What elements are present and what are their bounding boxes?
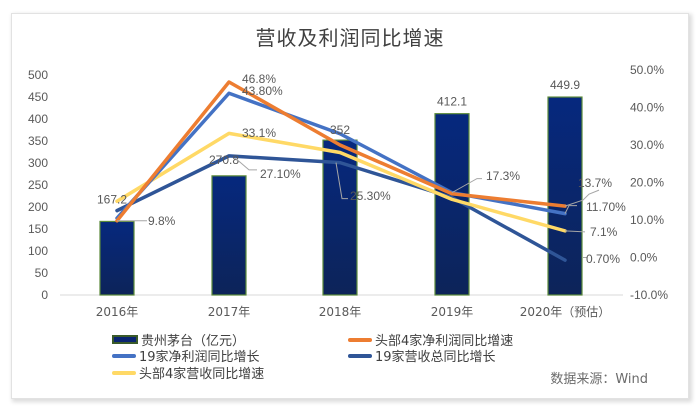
left-axis-tick: 500 [28,68,48,82]
data-source: 数据来源：Wind [550,372,648,387]
x-axis-tick: 2019年 [431,305,474,319]
series-data-label: 33.1% [242,126,276,140]
left-axis-tick: 50 [35,266,49,280]
left-axis-tick: 450 [28,90,48,104]
series-data-label: 25.30% [350,189,391,203]
legend-item-top4-revenue: 头部4家营收同比增速 [112,363,264,382]
legend-swatch-bar [112,335,138,344]
right-axis-tick: 40.0% [630,101,664,115]
legend-label: 19家净利润同比增长 [139,350,260,365]
legend-label: 19家营收总同比增长 [375,350,496,365]
left-axis-tick: 150 [28,222,48,236]
right-axis-tick: 50.0% [630,63,664,77]
bar [211,175,247,296]
series-data-label: 13.7% [578,176,612,190]
series-data-label: 0.70% [586,252,620,266]
leader-line [451,178,482,194]
legend-swatch-line [112,353,136,358]
legend-item-19-revenue: 19家营收总同比增长 [348,346,496,365]
x-axis-tick: 2017年 [208,305,251,319]
bar-data-label: 412.1 [437,95,467,109]
bar-data-label: 352 [330,123,350,137]
series-data-label: 9.8% [148,214,176,228]
legend-item-top4-profit: 头部4家净利润同比增速 [348,330,513,349]
x-axis-tick: 2020年（预估） [520,305,611,319]
series-line [115,131,567,233]
leader-line [564,230,586,233]
legend-swatch-line [112,370,136,375]
right-axis-tick: 10.0% [630,213,664,227]
left-axis-tick: 250 [28,178,48,192]
legend-item-19-profit: 19家净利润同比增长 [112,346,260,365]
right-axis-tick: -10.0% [630,288,668,302]
series-data-label: 11.70% [586,200,626,214]
bar [99,220,135,296]
leader-line [564,205,577,214]
legend-swatch-line [348,337,372,342]
series-data-label: 27.10% [260,167,301,181]
legend-label: 贵州茅台（亿元） [141,334,246,349]
legend-label: 头部4家营收同比增速 [139,367,265,382]
series-data-label: 7.1% [590,225,618,239]
leader-line [564,189,600,207]
left-axis-tick: 200 [28,200,48,214]
bar-data-label: 449.9 [550,78,580,92]
series-data-label: 17.3% [486,169,520,183]
series-data-label: 43.80% [242,84,283,98]
legend-swatch-line [348,353,372,358]
left-axis-tick: 0 [41,288,48,302]
bar [547,96,583,296]
right-axis-tick: 0.0% [630,251,658,265]
chart-title: 营收及利润同比增速 [255,26,445,50]
series-line [115,154,567,262]
series-data-label: 46.8% [242,72,276,86]
x-axis-tick: 2018年 [319,305,362,319]
right-axis-tick: 30.0% [630,138,664,152]
right-axis-tick: 20.0% [630,176,664,190]
left-axis-tick: 350 [28,134,48,148]
legend-label: 头部4家净利润同比增速 [375,334,514,349]
left-axis-tick: 300 [28,156,48,170]
x-axis-tick: 2016年 [96,305,139,319]
legend-item-moutai: 贵州茅台（亿元） [112,330,245,349]
left-axis-tick: 400 [28,112,48,126]
leader-line [335,162,348,200]
left-axis-tick: 100 [28,244,48,258]
series-line [115,80,567,223]
bar-data-label: 167.2 [97,192,127,206]
leader-line [234,157,257,171]
bar-data-label: 270.8 [209,153,239,167]
